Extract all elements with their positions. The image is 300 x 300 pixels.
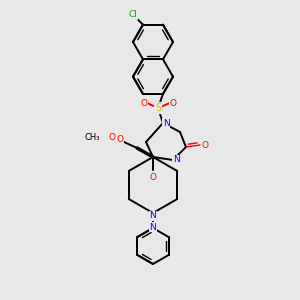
Text: S: S [155, 103, 161, 113]
Text: Cl: Cl [129, 10, 137, 19]
Text: O: O [109, 133, 116, 142]
Text: N: N [172, 155, 179, 164]
Text: N: N [150, 223, 156, 232]
Text: O: O [116, 136, 124, 145]
Text: N: N [150, 212, 156, 220]
Text: CH₃: CH₃ [85, 133, 100, 142]
Text: O: O [202, 140, 208, 149]
Text: O: O [149, 172, 157, 182]
Text: O: O [169, 98, 176, 107]
Text: O: O [140, 98, 148, 107]
Text: N: N [163, 118, 170, 127]
